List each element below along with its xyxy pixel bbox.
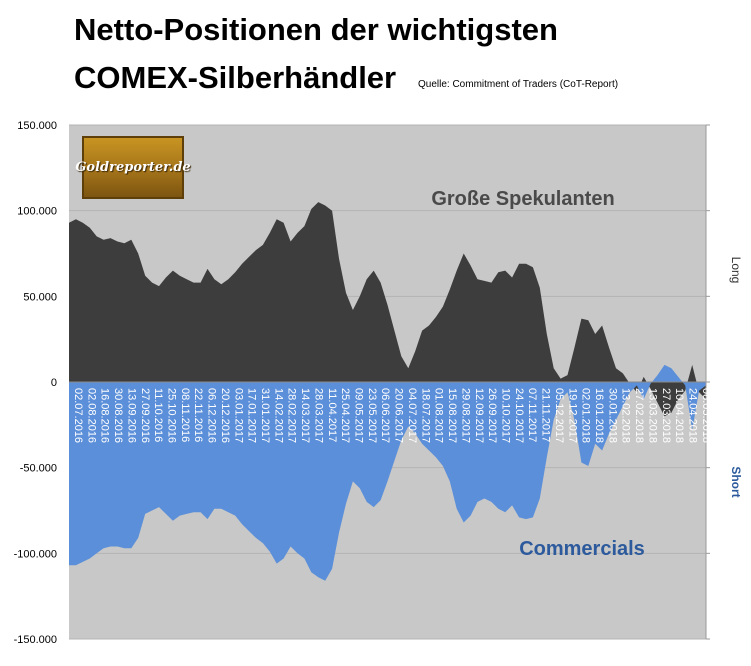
x-tick-label: 03.01.2017 <box>232 388 244 443</box>
y-tick-label: -50.000 <box>20 463 57 475</box>
x-tick-label: 10.10.2017 <box>500 388 512 443</box>
x-tick-label: 14.02.2017 <box>272 388 284 443</box>
page-subtitle: COMEX-Silberhändler <box>74 60 397 95</box>
x-tick-label: 02.07.2016 <box>72 388 84 443</box>
y-tick-label: -100.000 <box>14 548 57 560</box>
x-tick-label: 25.10.2016 <box>166 388 178 443</box>
x-tick-label: 07.11.2017 <box>526 388 538 442</box>
goldreporter-logo: Goldreporter.de <box>75 136 191 199</box>
x-tick-label: 28.03.2017 <box>313 388 325 443</box>
x-tick-label: 24.04.2018 <box>687 388 699 443</box>
x-tick-label: 12.09.2017 <box>473 388 485 443</box>
x-tick-label: 04.07.2017 <box>406 388 418 443</box>
x-tick-label: 22.11.2016 <box>192 388 204 442</box>
right-label-short: Short <box>729 466 743 497</box>
x-tick-label: 08.05.2018 <box>700 388 712 443</box>
x-tick-label: 25.04.2017 <box>339 388 351 443</box>
x-tick-label: 11.10.2016 <box>152 388 164 442</box>
x-tick-label: 06.06.2017 <box>379 388 391 443</box>
y-tick-label: -150.000 <box>14 634 57 646</box>
page-title: Netto-Positionen der wichtigsten <box>74 12 558 47</box>
x-tick-label: 16.01.2018 <box>593 388 605 443</box>
x-tick-label: 20.12.2016 <box>219 388 231 443</box>
y-tick-label: 0 <box>51 377 57 389</box>
x-tick-label: 11.04.2017 <box>326 388 338 442</box>
source-note: Quelle: Commitment of Traders (CoT-Repor… <box>418 79 619 90</box>
x-tick-label: 21.11.2017 <box>540 388 552 442</box>
x-tick-label: 08.11.2016 <box>179 388 191 442</box>
x-tick-label: 01.08.2017 <box>433 388 445 443</box>
x-tick-label: 29.08.2017 <box>459 388 471 443</box>
x-tick-label: 24.10.2017 <box>513 388 525 443</box>
x-tick-label: 13.09.2016 <box>125 388 137 443</box>
right-label-long: Long <box>729 257 743 284</box>
annotation-spekulanten: Große Spekulanten <box>431 188 614 210</box>
x-tick-label: 30.01.2018 <box>606 388 618 443</box>
x-tick-label: 06.12.2016 <box>206 388 218 443</box>
x-tick-label: 10.04.2018 <box>673 388 685 443</box>
x-tick-label: 13.02.2018 <box>620 388 632 443</box>
x-tick-label: 18.07.2017 <box>419 388 431 443</box>
series-area-commercials <box>69 364 706 581</box>
x-tick-label: 27.02.2018 <box>633 388 645 443</box>
x-tick-label: 27.09.2016 <box>139 388 151 443</box>
logo-text: Goldreporter.de <box>75 160 191 175</box>
y-tick-label: 50.000 <box>23 291 57 303</box>
x-tick-label: 02.01.2018 <box>580 388 592 443</box>
x-tick-label: 14.03.2017 <box>299 388 311 443</box>
series-area-spekulanten <box>69 202 706 417</box>
x-tick-label: 19.12.2017 <box>566 388 578 443</box>
y-tick-label: 150.000 <box>17 120 57 132</box>
x-tick-label: 26.09.2017 <box>486 388 498 443</box>
x-tick-label: 31.01.2017 <box>259 388 271 443</box>
x-tick-label: 15.08.2017 <box>446 388 458 443</box>
x-tick-label: 17.01.2017 <box>246 388 258 443</box>
annotation-commercials: Commercials <box>519 538 645 560</box>
x-tick-label: 27.03.2018 <box>660 388 672 443</box>
x-tick-label: 09.05.2017 <box>353 388 365 443</box>
x-tick-label: 30.08.2016 <box>112 388 124 443</box>
y-tick-label: 100.000 <box>17 206 57 218</box>
x-tick-label: 28.02.2017 <box>286 388 298 443</box>
x-tick-label: 20.06.2017 <box>393 388 405 443</box>
x-tick-label: 13.03.2018 <box>646 388 658 443</box>
x-tick-label: 16.08.2016 <box>99 388 111 443</box>
x-tick-label: 02.08.2016 <box>85 388 97 443</box>
x-tick-label: 23.05.2017 <box>366 388 378 443</box>
x-tick-label: 05.12.2017 <box>553 388 565 443</box>
